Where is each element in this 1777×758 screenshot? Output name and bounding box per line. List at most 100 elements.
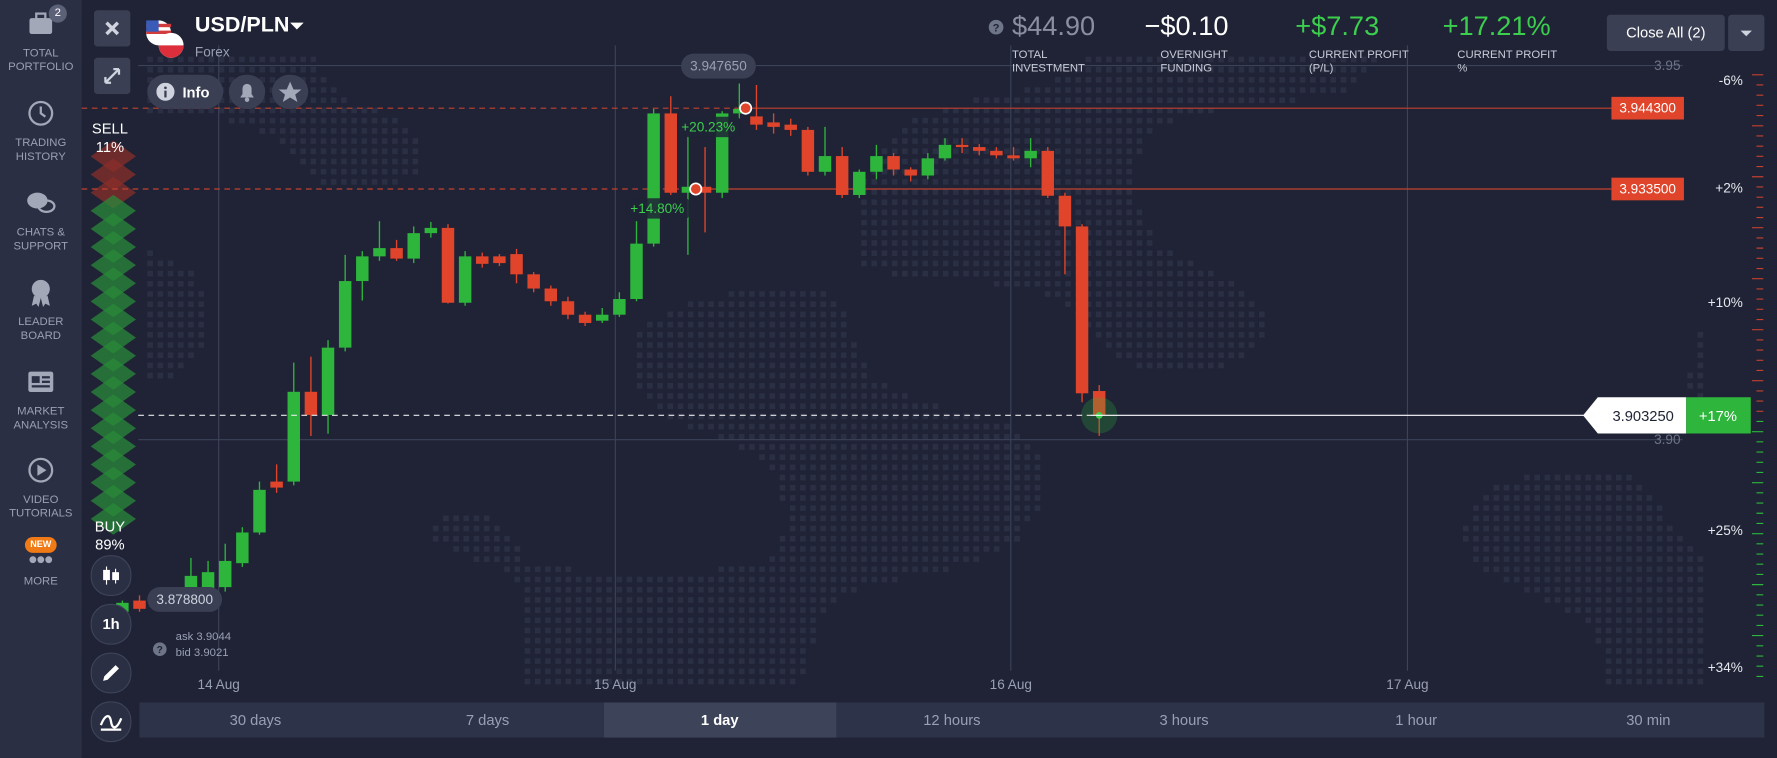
map-dot — [1146, 342, 1153, 348]
map-dot — [902, 505, 908, 511]
map-dot — [840, 535, 847, 542]
map-dot — [371, 117, 378, 124]
candle-body — [304, 391, 318, 415]
map-dot — [983, 189, 990, 195]
map-dot — [1269, 66, 1275, 73]
map-dot — [891, 229, 898, 236]
map-dot — [1044, 219, 1051, 226]
map-dot — [779, 474, 786, 481]
map-dot — [973, 505, 980, 511]
timeframe-tab[interactable]: 1 hour — [1395, 711, 1438, 729]
map-dot — [1687, 586, 1694, 593]
map-dot — [1024, 229, 1031, 236]
sidebar-item[interactable]: TRADING HISTORY — [0, 99, 82, 165]
draw-button[interactable] — [90, 652, 132, 694]
close-button[interactable] — [94, 10, 131, 47]
sidebar-item[interactable]: MARKET ANALYSIS — [0, 367, 82, 433]
map-dot — [1055, 219, 1061, 226]
map-dot — [1615, 525, 1622, 532]
map-dot — [1085, 260, 1092, 267]
map-dot — [749, 444, 755, 450]
map-dot — [585, 658, 592, 664]
map-dot — [167, 362, 174, 369]
timeframe-button[interactable]: 1h — [90, 603, 132, 645]
map-dot — [820, 464, 827, 471]
timeframe-tab[interactable]: 30 min — [1626, 711, 1671, 729]
map-dot — [830, 515, 837, 522]
map-dot — [1687, 648, 1694, 654]
map-dot — [881, 484, 888, 491]
map-dot — [1687, 637, 1694, 644]
favorite-button[interactable] — [271, 74, 309, 109]
info-button[interactable]: Info — [147, 74, 224, 109]
map-dot — [259, 128, 266, 134]
map-dot — [1075, 158, 1082, 165]
timeframe-tab[interactable]: 3 hours — [1159, 711, 1209, 729]
chart-type-button[interactable] — [90, 555, 132, 596]
map-dot — [371, 158, 378, 165]
collapse-button[interactable] — [94, 57, 131, 95]
candle-body — [921, 158, 935, 176]
map-dot — [1197, 107, 1204, 114]
help-icon[interactable]: ? — [988, 19, 1004, 35]
map-dot — [922, 505, 929, 511]
map-dot — [861, 576, 867, 583]
map-dot — [647, 352, 653, 359]
map-dot — [1697, 342, 1704, 348]
map-dot — [942, 117, 949, 124]
map-dot — [1636, 576, 1643, 583]
map-dot — [1595, 474, 1602, 481]
map-dot — [1605, 627, 1612, 634]
timeframe-tab[interactable]: 1 day — [603, 702, 836, 738]
map-dot — [1493, 525, 1500, 532]
alert-button[interactable] — [228, 74, 266, 109]
map-dot — [1055, 87, 1061, 93]
map-dot — [341, 168, 347, 175]
map-dot — [718, 627, 725, 634]
map-dot — [922, 566, 929, 573]
map-dot — [1004, 189, 1010, 195]
map-dot — [912, 189, 918, 195]
asset-dropdown[interactable] — [290, 20, 304, 31]
map-dot — [1228, 352, 1235, 359]
map-dot — [820, 535, 827, 542]
map-dot — [1055, 117, 1061, 124]
map-dot — [1044, 280, 1051, 287]
map-dot — [749, 311, 755, 318]
close-all-button[interactable]: Close All (2) — [1606, 14, 1725, 51]
timeframe-bar: 30 days 7 days 1 day 12 hours 3 hours 1 hour 3… — [139, 702, 1765, 738]
map-dot — [769, 444, 776, 450]
close-all-dropdown[interactable] — [1728, 14, 1765, 51]
map-dot — [820, 546, 827, 552]
map-dot — [963, 138, 969, 144]
timeframe-tab[interactable]: 7 days — [465, 711, 510, 729]
map-dot — [912, 219, 918, 226]
map-dot — [1687, 382, 1694, 389]
timeframe-tab[interactable]: 30 days — [229, 711, 282, 729]
sidebar-item[interactable]: CHATS & SUPPORT — [0, 188, 82, 254]
map-dot — [820, 454, 827, 460]
sidebar-item[interactable]: VIDEO TUTORIALS — [0, 455, 82, 521]
sidebar-item[interactable]: NEW MORE — [0, 537, 82, 589]
map-dot — [290, 148, 296, 155]
map-dot — [871, 382, 878, 389]
map-dot — [718, 668, 725, 675]
asset-name[interactable]: USD/PLN — [194, 13, 290, 38]
quote-help-icon[interactable]: ? — [152, 641, 168, 657]
map-dot — [922, 240, 929, 246]
map-dot — [687, 658, 694, 664]
map-dot — [1126, 77, 1133, 83]
map-dot — [902, 199, 908, 206]
timeframe-tab[interactable]: 12 hours — [923, 711, 981, 729]
map-dot — [279, 107, 286, 114]
sidebar-item[interactable]: LEADER BOARD — [0, 278, 82, 344]
map-dot — [555, 617, 561, 624]
sidebar-item[interactable]: 2 TOTAL PORTFOLIO — [0, 4, 82, 75]
map-dot — [749, 597, 755, 603]
map-dot — [973, 270, 980, 277]
map-dot — [810, 372, 816, 379]
indicators-button[interactable] — [90, 701, 132, 743]
map-dot — [871, 505, 878, 511]
map-dot — [147, 342, 153, 348]
map-dot — [1697, 668, 1704, 675]
